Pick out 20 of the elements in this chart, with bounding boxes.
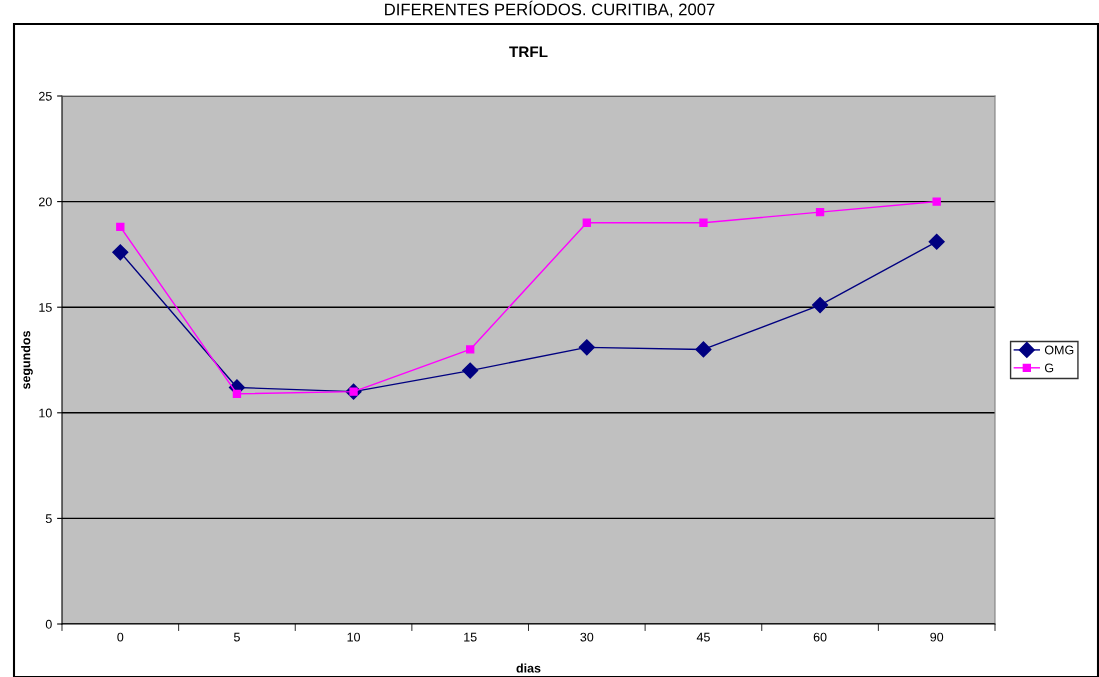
y-tick-label: 0 [45,619,52,629]
x-tick-label: 45 [696,632,710,642]
x-tick-label: 10 [347,632,361,642]
x-tick-label: 5 [233,632,240,642]
y-tick-label: 25 [39,91,52,101]
y-tick-label: 10 [39,408,52,418]
y-tick-label: 5 [45,514,52,524]
y-tick-label: 15 [39,303,52,312]
y-axis-title: segundos [21,330,33,390]
x-tick-label: 0 [117,632,124,642]
legend-label: OMG [1044,345,1074,355]
x-tick-label: 90 [930,632,944,642]
chart-title: TRFL [509,46,548,58]
x-axis-title: dias [516,663,541,673]
x-tick-label: 30 [580,632,594,642]
x-tick-label: 15 [464,632,477,642]
y-tick-label: 20 [39,197,52,207]
x-tick-label: 60 [813,632,827,642]
legend-label: G [1044,363,1054,373]
text: DIFERENTES PERÍODOS. CURITIBA, 2007 [385,0,715,18]
